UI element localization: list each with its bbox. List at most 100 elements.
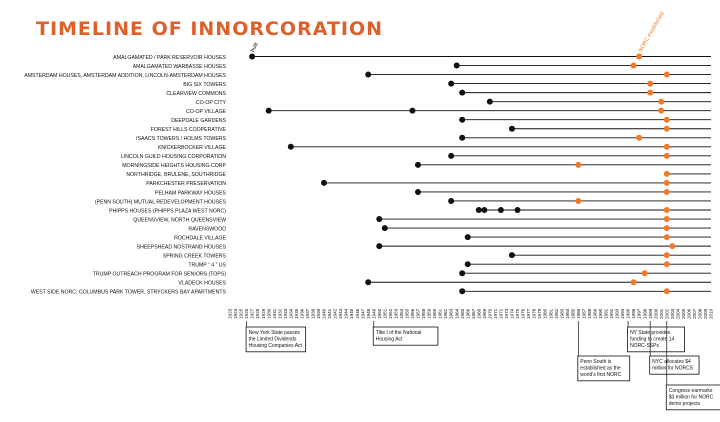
row-label: CLEARVIEW COMMONS [166,91,226,97]
year-tick-label: 1962 [443,308,448,319]
built-point [464,261,471,268]
norc-point [663,179,670,186]
built-point [365,71,372,78]
built-point [497,207,504,214]
norc-point [663,116,670,123]
year-tick-label: 1934 [288,308,293,319]
year-tick-label: 1942 [333,308,338,319]
timeline-row: FOREST HILLS COOPERATIVE [151,125,711,133]
built-point [287,143,294,150]
built-point [508,125,515,132]
norc-point [647,89,654,96]
year-tick-label: 1975 [515,308,520,319]
year-tick-label: 1974 [510,308,515,319]
year-tick-label: 1964 [454,308,459,319]
timeline-row: LINCOLN GUILD HOUSING CORPORATION [121,152,711,160]
year-tick-label: 1987 [581,308,586,319]
year-tick-label: 1940 [322,308,327,319]
year-tick-label: 1997 [637,308,642,319]
row-label: FOREST HILLS COOPERATIVE [151,127,227,133]
norc-point [663,207,670,214]
timeline-row: BIG SIX TOWERS [183,80,711,88]
row-label: WEST SIDE NORC; COLUMBUS PARK TOWER, STR… [31,290,227,296]
year-tick-label: 1928 [255,308,260,319]
norc-point [663,261,670,268]
timeline-row: DEEPDALE GARDENS [171,116,711,124]
norc-point [636,53,643,60]
event-text: NYC allocates $4 [652,359,691,365]
row-label: RAVENSWOOD [188,226,226,232]
year-tick-label: 1989 [592,308,597,319]
year-tick-label: 1957 [416,308,421,319]
built-point [475,207,482,214]
year-tick-label: 1998 [642,308,647,319]
built-point [365,279,372,286]
year-tick-label: 2005 [681,308,686,319]
built-point [265,107,272,114]
year-tick-label: 1933 [283,308,288,319]
year-tick-label: 1945 [349,308,354,319]
built-point [486,98,493,105]
year-tick-label: 1963 [449,308,454,319]
row-label: PELHAM PARKWAY HOUSES [155,190,227,196]
row-label: CO-OP CITY [196,100,227,106]
event-text: NORC-SSPs [630,343,659,349]
norc-point [663,125,670,132]
event-text: world's first NORC [580,372,621,378]
timeline-row: ROCHDALE VILLAGE [174,234,711,241]
norc-point [663,143,670,150]
year-tick-label: 1958 [421,308,426,319]
norc-point [663,225,670,232]
year-tick-label: 2008 [698,308,703,319]
row-label: PARKCHESTER PRESERVATION [146,181,226,187]
event-box [627,326,685,353]
year-tick-label: 1941 [327,308,332,319]
year-tick-label: 1999 [648,308,653,319]
year-tick-label: 1930 [266,308,271,319]
year-tick-label: 1972 [499,308,504,319]
year-tick-label: 1953 [393,308,398,319]
year-tick-label: 1995 [626,308,631,319]
event-text: million for NORCS [652,365,694,371]
year-tick-label: 2001 [659,308,664,319]
year-tick-label: 1929 [261,308,266,319]
row-label: TRUMP “ 4 ” US [188,262,226,268]
year-tick-label: 1946 [355,308,360,319]
year-tick-label: 1994 [620,308,625,319]
year-tick-label: 1960 [432,308,437,319]
timeline-row: QUEENSVIEW, NORTH QUEENSVIEW [133,216,711,223]
year-tick-label: 1983 [559,308,564,319]
timeline-rows: AMALGAMATED / PARK RESERVOIR HOUSES AMALG… [24,11,711,296]
timeline-row: TRUMP “ 4 ” US [188,261,711,268]
year-tick-label: 1986 [576,308,581,319]
built-point [459,116,466,123]
year-tick-label: 2002 [664,308,669,319]
timeline-row: ISAACS TOWERS / HOLMS TOWERS [136,134,711,142]
year-tick-label: 1967 [471,308,476,319]
event-text: demo projects [669,401,701,407]
norc-point [575,161,582,168]
built-point [508,252,515,259]
built-point [381,225,388,232]
row-label: SPRING CREEK TOWERS [163,253,227,259]
built-point [514,207,521,214]
year-tick-label: 1968 [476,308,481,319]
norc-point [663,234,670,241]
timeline-row: (PENN SOUTH) MUTUAL REDEVELOPMENT HOUSES [95,197,711,205]
event-text: Congress earmarks [669,388,713,394]
event-text: Penn South is [580,359,612,365]
year-tick-label: 1969 [482,308,487,319]
norc-point [575,197,582,204]
year-tick-label: 2004 [675,308,680,319]
norc-point [663,170,670,177]
built-point [459,134,466,141]
row-label: NORTHRIDGE, BRULENE, SOUTHRIDGE [126,172,226,178]
row-label: SHEEPSHEAD NOSTRAND HOUSES [137,244,227,250]
year-tick-label: 1978 [532,308,537,319]
timeline-row: PARKCHESTER PRESERVATION [146,179,711,187]
built-point [249,53,256,60]
year-tick-label: 1935 [294,308,299,319]
